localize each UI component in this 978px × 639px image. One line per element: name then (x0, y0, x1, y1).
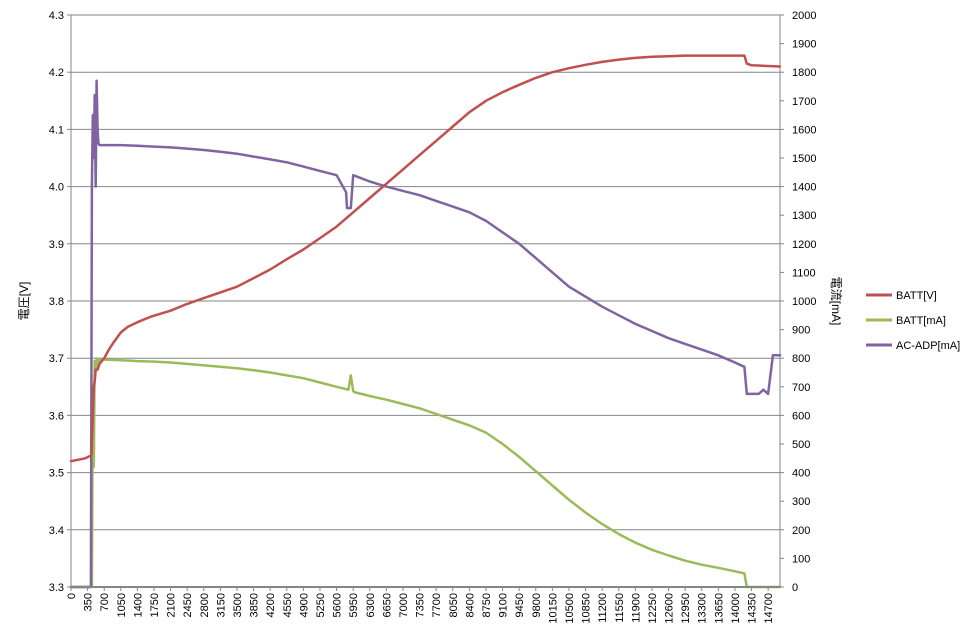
y-tick-label: 3.5 (49, 468, 64, 480)
x-tick-label: 13650 (713, 593, 725, 624)
x-tick-label: 2100 (166, 593, 178, 617)
x-tick-label: 11900 (630, 593, 642, 623)
y2-tick-label: 1000 (792, 296, 816, 308)
x-tick-label: 3150 (215, 593, 227, 617)
x-tick-label: 8400 (464, 593, 476, 617)
y-tick-label: 4.1 (49, 124, 64, 136)
y2-tick-label: 1900 (792, 39, 816, 51)
x-tick-label: 2800 (199, 593, 211, 617)
y2-tick-label: 400 (792, 468, 810, 480)
y2-tick-label: 200 (792, 525, 810, 537)
y-tick-label: 4.3 (49, 10, 64, 22)
y-tick-label: 4.0 (49, 182, 64, 194)
y2-tick-label: 0 (792, 582, 798, 594)
x-tick-label: 3500 (232, 593, 244, 617)
x-tick-label: 12950 (680, 593, 692, 624)
series-lines (69, 54, 782, 589)
y-axis-left-ticks: 3.3 3.4 3.5 3.6 3.7 3.8 3.9 4.0 4.1 4.2 4.3 (49, 10, 71, 594)
x-tick-label: 350 (83, 593, 95, 611)
x-tick-label: 12250 (647, 593, 659, 624)
y-axis-right-title: 電流[mA] (829, 277, 843, 326)
x-tick-label: 7700 (431, 593, 443, 617)
y2-tick-label: 700 (792, 382, 810, 394)
y2-tick-label: 1200 (792, 239, 816, 251)
x-tick-label: 700 (99, 593, 111, 611)
y2-tick-label: 1700 (792, 96, 816, 108)
x-tick-label: 1400 (132, 593, 144, 617)
x-tick-label: 7350 (415, 593, 427, 617)
x-tick-label: 8050 (448, 593, 460, 617)
legend-label: AC-ADP[mA] (896, 340, 960, 352)
legend-label: BATT[mA] (896, 315, 946, 327)
series-line-batt-ma (69, 356, 782, 589)
y-tick-label: 3.6 (49, 410, 64, 422)
x-tick-label: 11200 (597, 593, 609, 623)
y-tick-label: 3.3 (49, 582, 64, 594)
x-tick-label: 14000 (730, 593, 742, 624)
y2-tick-label: 1500 (792, 153, 816, 165)
y2-tick-label: 2000 (792, 10, 816, 22)
legend-label: BATT[V] (896, 290, 937, 302)
x-tick-label: 0 (66, 593, 78, 599)
x-tick-label: 5250 (315, 593, 327, 617)
y2-tick-label: 1600 (792, 124, 816, 136)
x-tick-label: 7000 (398, 593, 410, 617)
x-tick-label: 9800 (531, 593, 543, 617)
x-tick-label: 13300 (697, 593, 709, 624)
x-tick-label: 14350 (747, 593, 759, 624)
y2-tick-label: 100 (792, 553, 810, 565)
legend: BATT[V] BATT[mA] AC-ADP[mA] (866, 290, 960, 352)
series-line-batt-v (69, 54, 782, 463)
x-tick-label: 6300 (365, 593, 377, 617)
y-axis-right-ticks: 0 100 200 300 400 500 600 700 800 900 1000 1100 1200… (780, 10, 816, 594)
x-tick-label: 5600 (332, 593, 344, 617)
x-tick-label: 5950 (348, 593, 360, 617)
y-tick-label: 3.8 (49, 296, 64, 308)
x-tick-label: 3850 (249, 593, 261, 617)
y2-tick-label: 1100 (792, 267, 816, 279)
series-line-ac-adp-ma (69, 79, 782, 589)
y2-tick-label: 1300 (792, 210, 816, 222)
y2-tick-label: 1400 (792, 182, 816, 194)
y-tick-label: 3.4 (49, 525, 64, 537)
x-tick-label: 4550 (282, 593, 294, 617)
x-tick-label: 6650 (381, 593, 393, 617)
x-axis-ticks: 0 350 700 1050 1400 1750 2100 2450 2800 3150 3500 3… (66, 587, 775, 624)
x-tick-label: 12600 (664, 593, 676, 624)
x-tick-label: 9100 (498, 593, 510, 617)
y2-tick-label: 1800 (792, 67, 816, 79)
x-tick-label: 11550 (614, 593, 626, 623)
x-tick-label: 4900 (298, 593, 310, 617)
x-tick-label: 1050 (116, 593, 128, 617)
x-tick-label: 1750 (149, 593, 161, 617)
y-tick-label: 3.7 (49, 353, 64, 365)
x-tick-label: 4200 (265, 593, 277, 617)
y2-tick-label: 300 (792, 496, 810, 508)
x-tick-label: 2450 (182, 593, 194, 617)
y2-tick-label: 800 (792, 353, 810, 365)
y-axis-left-title: 電圧[V] (17, 282, 31, 321)
y-tick-label: 3.9 (49, 239, 64, 251)
x-tick-label: 10150 (547, 593, 559, 624)
y2-tick-label: 900 (792, 325, 810, 337)
y2-tick-label: 600 (792, 410, 810, 422)
x-tick-label: 14700 (763, 593, 775, 624)
y-tick-label: 4.2 (49, 67, 64, 79)
y2-tick-label: 500 (792, 439, 810, 451)
x-tick-label: 8750 (481, 593, 493, 617)
x-tick-label: 9450 (514, 593, 526, 617)
x-tick-label: 10850 (581, 593, 593, 624)
x-tick-label: 10500 (564, 593, 576, 624)
